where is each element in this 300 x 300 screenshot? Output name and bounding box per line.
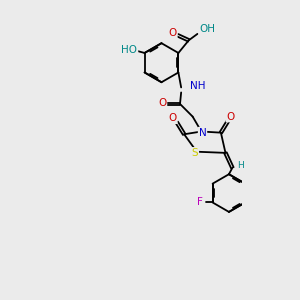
Text: O: O [169, 113, 177, 123]
Text: F: F [196, 197, 202, 208]
Text: N: N [199, 128, 206, 138]
Text: HO: HO [122, 45, 137, 55]
Text: NH: NH [190, 81, 206, 91]
Text: S: S [192, 148, 198, 158]
Text: O: O [169, 28, 177, 38]
Text: H: H [237, 161, 244, 170]
Text: O: O [158, 98, 166, 108]
Text: O: O [226, 112, 235, 122]
Text: OH: OH [199, 24, 215, 34]
